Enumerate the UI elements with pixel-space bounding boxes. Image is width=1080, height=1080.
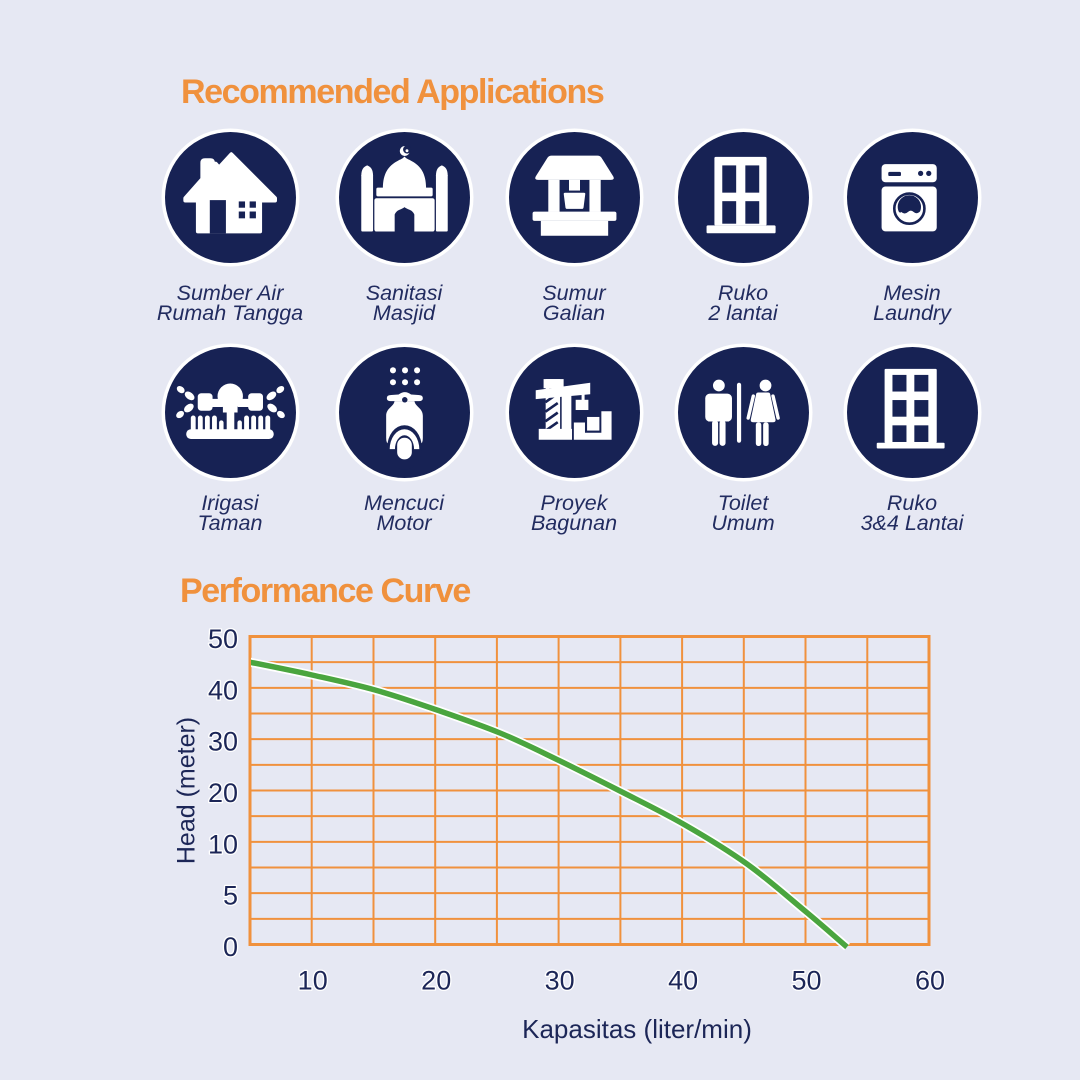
svg-text:40: 40 bbox=[208, 675, 238, 705]
svg-text:Head (meter): Head (meter) bbox=[172, 717, 200, 864]
svg-text:0: 0 bbox=[223, 932, 238, 962]
svg-text:30: 30 bbox=[545, 966, 575, 996]
svg-text:50: 50 bbox=[208, 624, 238, 654]
svg-text:5: 5 bbox=[223, 881, 238, 911]
svg-text:Kapasitas (liter/min): Kapasitas (liter/min) bbox=[522, 1014, 752, 1044]
svg-text:30: 30 bbox=[208, 727, 238, 757]
svg-text:10: 10 bbox=[208, 829, 238, 859]
svg-text:20: 20 bbox=[421, 966, 451, 996]
svg-text:60: 60 bbox=[915, 966, 945, 996]
svg-text:20: 20 bbox=[208, 778, 238, 808]
svg-text:40: 40 bbox=[668, 966, 698, 996]
svg-text:10: 10 bbox=[298, 966, 328, 996]
svg-text:50: 50 bbox=[791, 966, 821, 996]
